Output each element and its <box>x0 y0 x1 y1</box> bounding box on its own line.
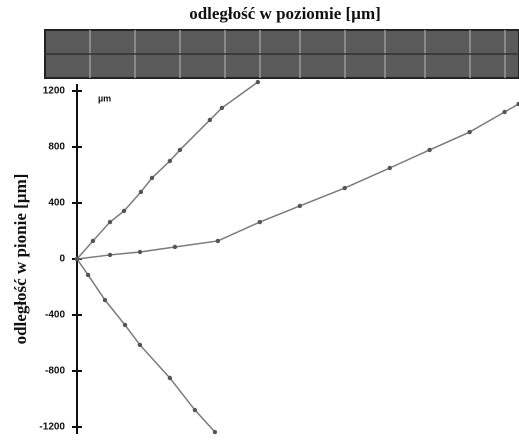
data-point <box>108 253 112 257</box>
data-point <box>502 110 506 114</box>
data-point <box>138 343 142 347</box>
data-point <box>343 186 347 190</box>
data-point <box>173 245 177 249</box>
y-tick-label: -800 <box>45 366 65 377</box>
y-tick-label: 1200 <box>43 86 66 97</box>
data-point <box>298 204 302 208</box>
y-tick-label: 0 <box>59 254 65 265</box>
series-line <box>77 82 258 259</box>
image-strip <box>45 30 519 78</box>
y-tick-label: -400 <box>45 310 65 321</box>
data-point <box>108 220 112 224</box>
data-point <box>168 159 172 163</box>
data-point <box>123 323 127 327</box>
y-tick-label: -1200 <box>39 422 65 433</box>
data-point <box>213 430 217 434</box>
data-point <box>220 106 224 110</box>
data-point <box>216 239 220 243</box>
data-point <box>150 176 154 180</box>
data-point <box>178 148 182 152</box>
data-point <box>168 376 172 380</box>
y-tick-label: 400 <box>48 198 65 209</box>
data-point <box>86 273 90 277</box>
data-point <box>256 80 260 84</box>
data-point <box>138 250 142 254</box>
data-point <box>122 209 126 213</box>
data-point <box>91 239 95 243</box>
data-point <box>258 220 262 224</box>
unit-annotation: µm <box>98 93 111 103</box>
chart-title: odległość w poziomie [µm] <box>189 4 381 23</box>
chart: odległość w poziomie [µm] odległość w pi… <box>0 0 519 445</box>
data-point <box>427 148 431 152</box>
data-point <box>388 166 392 170</box>
series-line <box>77 104 519 259</box>
data-point <box>75 257 79 261</box>
data-point <box>139 190 143 194</box>
y-tick-label: 800 <box>48 142 65 153</box>
y-axis-label: odległość w pionie [µm] <box>11 174 30 345</box>
data-point <box>467 130 471 134</box>
data-point <box>103 298 107 302</box>
data-point <box>208 118 212 122</box>
data-point <box>193 408 197 412</box>
series-line <box>77 259 215 432</box>
